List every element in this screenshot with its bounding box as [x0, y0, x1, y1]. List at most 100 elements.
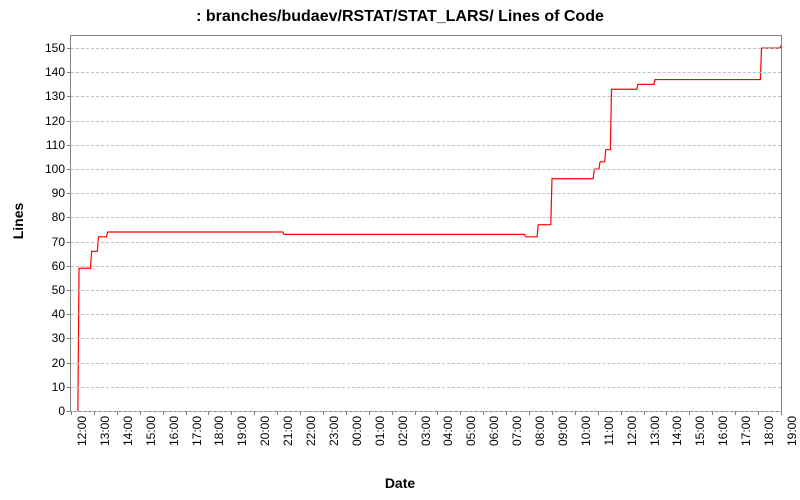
- x-tick-label: 21:00: [277, 416, 295, 446]
- x-tick: [666, 411, 667, 415]
- x-tick: [506, 411, 507, 415]
- y-tick-label: 50: [52, 283, 71, 297]
- x-tick: [415, 411, 416, 415]
- x-tick: [300, 411, 301, 415]
- y-tick-label: 70: [52, 235, 71, 249]
- y-tick-label: 140: [45, 65, 71, 79]
- x-tick-label: 23:00: [323, 416, 341, 446]
- gridline-h: [71, 193, 781, 194]
- gridline-h: [71, 217, 781, 218]
- y-tick-label: 90: [52, 186, 71, 200]
- x-tick: [140, 411, 141, 415]
- x-tick-label: 14:00: [666, 416, 684, 446]
- x-tick-label: 13:00: [644, 416, 662, 446]
- x-tick-label: 01:00: [369, 416, 387, 446]
- x-tick-label: 17:00: [186, 416, 204, 446]
- x-tick: [392, 411, 393, 415]
- x-tick: [231, 411, 232, 415]
- data-line: [78, 46, 781, 411]
- x-tick-label: 14:00: [117, 416, 135, 446]
- gridline-h: [71, 387, 781, 388]
- x-tick: [758, 411, 759, 415]
- gridline-h: [71, 242, 781, 243]
- y-tick-label: 150: [45, 41, 71, 55]
- chart-title: : branches/budaev/RSTAT/STAT_LARS/ Lines…: [0, 8, 800, 26]
- y-tick-label: 80: [52, 210, 71, 224]
- y-tick-label: 130: [45, 89, 71, 103]
- gridline-h: [71, 96, 781, 97]
- x-tick-label: 13:00: [94, 416, 112, 446]
- gridline-h: [71, 169, 781, 170]
- x-tick: [163, 411, 164, 415]
- x-tick: [575, 411, 576, 415]
- y-tick-label: 20: [52, 356, 71, 370]
- y-tick-label: 110: [46, 138, 71, 152]
- line-plot: [71, 36, 781, 411]
- x-tick-label: 04:00: [437, 416, 455, 446]
- gridline-h: [71, 72, 781, 73]
- x-tick-label: 05:00: [460, 416, 478, 446]
- x-tick-label: 18:00: [208, 416, 226, 446]
- gridline-h: [71, 290, 781, 291]
- x-tick-label: 03:00: [415, 416, 433, 446]
- x-tick: [735, 411, 736, 415]
- x-tick: [781, 411, 782, 415]
- y-axis-label: Lines: [10, 201, 26, 241]
- x-tick-label: 17:00: [735, 416, 753, 446]
- x-tick: [186, 411, 187, 415]
- y-tick-label: 60: [52, 259, 71, 273]
- x-tick: [277, 411, 278, 415]
- gridline-h: [71, 411, 781, 412]
- gridline-h: [71, 314, 781, 315]
- gridline-h: [71, 363, 781, 364]
- y-tick-label: 10: [52, 380, 71, 394]
- x-tick-label: 08:00: [529, 416, 547, 446]
- x-tick: [117, 411, 118, 415]
- x-tick-label: 15:00: [140, 416, 158, 446]
- x-tick: [346, 411, 347, 415]
- y-tick-label: 40: [52, 307, 71, 321]
- x-tick: [644, 411, 645, 415]
- x-tick-label: 18:00: [758, 416, 776, 446]
- x-tick-label: 20:00: [254, 416, 272, 446]
- gridline-h: [71, 338, 781, 339]
- x-tick: [689, 411, 690, 415]
- x-tick: [323, 411, 324, 415]
- x-tick-label: 22:00: [300, 416, 318, 446]
- gridline-h: [71, 48, 781, 49]
- gridline-h: [71, 145, 781, 146]
- x-tick-label: 16:00: [712, 416, 730, 446]
- x-tick-label: 09:00: [552, 416, 570, 446]
- x-tick-label: 11:00: [598, 416, 616, 445]
- x-tick: [369, 411, 370, 415]
- x-tick: [208, 411, 209, 415]
- x-tick-label: 10:00: [575, 416, 593, 446]
- y-tick-label: 30: [52, 331, 71, 345]
- x-tick: [483, 411, 484, 415]
- x-tick-label: 16:00: [163, 416, 181, 446]
- y-tick-label: 120: [45, 114, 71, 128]
- x-tick-label: 02:00: [392, 416, 410, 446]
- x-tick-label: 06:00: [483, 416, 501, 446]
- x-tick: [460, 411, 461, 415]
- x-tick-label: 00:00: [346, 416, 364, 446]
- plot-area: 010203040506070809010011012013014015012:…: [70, 35, 782, 412]
- gridline-h: [71, 121, 781, 122]
- x-tick: [529, 411, 530, 415]
- x-tick: [71, 411, 72, 415]
- gridline-h: [71, 266, 781, 267]
- chart-container: : branches/budaev/RSTAT/STAT_LARS/ Lines…: [0, 0, 800, 500]
- y-tick-label: 100: [45, 162, 71, 176]
- x-tick-label: 12:00: [71, 416, 89, 446]
- x-tick: [552, 411, 553, 415]
- x-tick: [254, 411, 255, 415]
- x-axis-label: Date: [0, 475, 800, 491]
- x-tick-label: 12:00: [621, 416, 639, 446]
- x-tick: [437, 411, 438, 415]
- x-tick: [598, 411, 599, 415]
- x-tick-label: 19:00: [231, 416, 249, 446]
- x-tick: [94, 411, 95, 415]
- y-tick-label: 0: [58, 404, 71, 418]
- x-tick-label: 15:00: [689, 416, 707, 446]
- x-tick: [621, 411, 622, 415]
